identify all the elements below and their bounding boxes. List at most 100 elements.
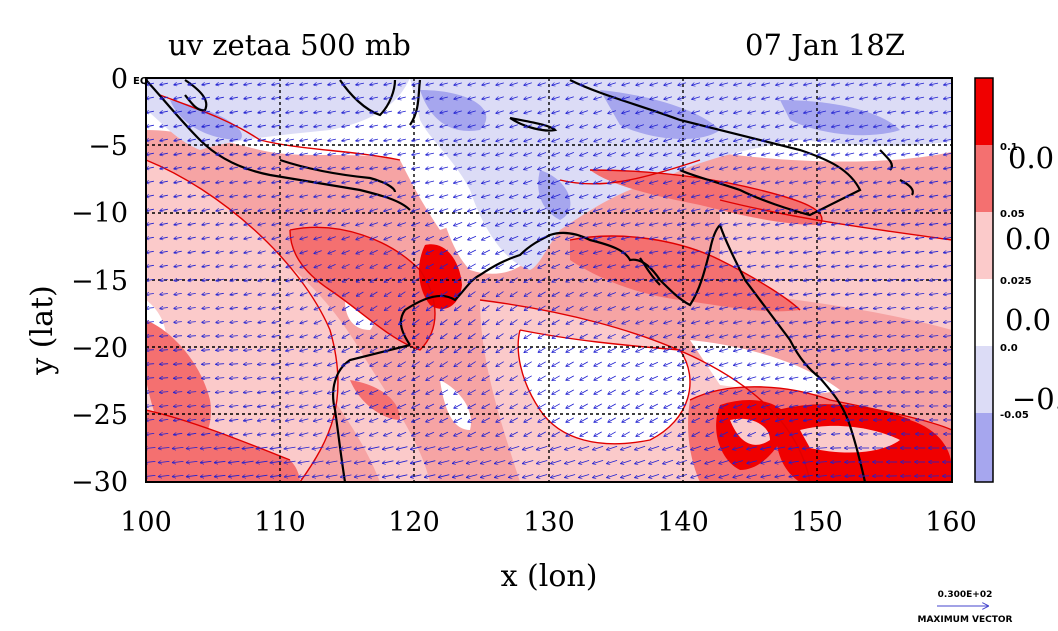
wind-vector-arrow	[790, 153, 799, 155]
wind-vector-arrow	[244, 83, 252, 85]
wind-vector-arrow	[720, 209, 729, 211]
wind-vector-arrow	[454, 208, 463, 212]
wind-vector-arrow	[902, 167, 911, 169]
wind-vector-arrow	[790, 181, 799, 183]
wind-vector-arrow	[286, 83, 294, 85]
wind-vector-arrow	[790, 125, 799, 127]
wind-vector-arrow	[412, 208, 421, 212]
wind-vector-arrow	[146, 153, 154, 155]
wind-vector-arrow	[454, 125, 462, 127]
wind-vector-arrow	[411, 489, 422, 491]
wind-vector-arrow	[734, 111, 743, 113]
wind-vector-arrow	[944, 111, 952, 113]
wind-vector-arrow	[832, 167, 841, 169]
wind-vector-arrow	[846, 223, 855, 225]
wind-vector-arrow	[594, 194, 603, 198]
wind-vector-arrow	[748, 83, 757, 85]
wind-vector-arrow	[342, 250, 350, 254]
wind-vector-arrow	[510, 124, 518, 128]
wind-vector-arrow	[566, 124, 574, 128]
wind-vector-arrow	[664, 152, 673, 156]
wind-vector-arrow	[258, 125, 266, 127]
wind-vector-arrow	[342, 83, 350, 85]
wind-vector-arrow	[818, 125, 827, 127]
wind-vector-arrow	[580, 152, 589, 155]
colorbar-tick-label: 0.0	[1000, 343, 1018, 354]
wind-vector-arrow	[846, 111, 855, 113]
wind-vector-arrow	[832, 97, 841, 99]
wind-vector-arrow	[482, 139, 490, 141]
wind-vector-arrow	[762, 111, 771, 113]
wind-vector-arrow	[874, 223, 883, 225]
wind-vector-arrow	[440, 97, 448, 99]
wind-vector-arrow	[776, 251, 785, 253]
wind-vector-arrow	[748, 125, 757, 127]
wind-vector-arrow	[874, 237, 883, 239]
wind-vector-arrow	[342, 167, 350, 169]
wind-vector-arrow	[678, 223, 687, 225]
wind-vector-arrow	[286, 97, 294, 99]
wind-vector-arrow	[762, 83, 771, 85]
plot-title-left: uv zetaa 500 mb	[168, 28, 411, 62]
wind-vector-arrow	[370, 167, 378, 169]
wind-vector-arrow	[552, 222, 561, 225]
wind-vector-arrow	[916, 237, 925, 238]
wind-vector-arrow	[244, 195, 252, 197]
x-tick-label: 140	[657, 507, 709, 538]
wind-vector-arrow	[566, 250, 575, 253]
wind-vector-arrow	[916, 153, 925, 155]
wind-vector-arrow	[440, 235, 449, 240]
wind-vector-arrow	[650, 138, 659, 142]
wind-vector-arrow	[187, 489, 198, 490]
grid-lines	[146, 78, 952, 482]
y-tick-label: −25	[71, 400, 128, 431]
wind-vector-arrow	[776, 111, 785, 113]
wind-vector-arrow	[691, 489, 701, 492]
wind-vector-arrow	[426, 249, 434, 254]
wind-vector-arrow	[678, 181, 687, 183]
x-axis-label: x (lon)	[501, 559, 598, 594]
wind-vector-arrow	[510, 83, 518, 85]
wind-vector-arrow	[692, 124, 701, 128]
wind-vector-arrow	[552, 208, 561, 212]
wind-vector-arrow	[565, 489, 575, 492]
wind-vector-arrow	[580, 222, 589, 226]
wind-vector-arrow	[944, 83, 952, 85]
wind-vector-arrow	[356, 236, 364, 240]
wind-vector-arrow	[818, 139, 827, 141]
wind-vector-arrow	[174, 167, 182, 169]
wind-vector-arrow	[328, 139, 336, 141]
wind-vector-arrow	[313, 489, 324, 491]
wind-vector-arrow	[692, 209, 701, 211]
wind-vector-arrow	[244, 125, 252, 127]
wind-vector-arrow	[230, 97, 238, 99]
wind-vector-arrow	[537, 489, 547, 492]
wind-vector-arrow	[146, 97, 154, 99]
wind-vector-arrow	[146, 251, 154, 252]
wind-vector-arrow	[916, 209, 925, 211]
wind-vector-arrow	[426, 167, 435, 169]
wind-vector-arrow	[230, 195, 238, 197]
wind-vector-arrow	[860, 181, 869, 183]
wind-vector-arrow	[580, 208, 589, 212]
wind-vector-arrow	[831, 490, 841, 491]
wind-vector-arrow	[216, 195, 224, 197]
wind-vector-arrow	[748, 237, 757, 239]
wind-vector-arrow	[832, 125, 841, 127]
wind-vector-arrow	[272, 237, 280, 239]
wind-vector-arrow	[930, 97, 939, 99]
wind-vector-arrow	[160, 195, 168, 197]
wind-vector-arrow	[762, 251, 771, 253]
wind-vector-arrow	[398, 111, 406, 113]
wind-vector-arrow	[300, 195, 308, 197]
wind-vector-arrow	[650, 194, 659, 198]
wind-vector-arrow	[762, 195, 771, 197]
wind-vector-arrow	[286, 181, 294, 183]
wind-vector-arrow	[566, 236, 575, 240]
wind-vector-arrow	[453, 489, 463, 492]
wind-vector-arrow	[748, 209, 757, 211]
wind-vector-arrow	[202, 167, 210, 169]
wind-vector-arrow	[314, 236, 322, 240]
wind-vector-arrow	[888, 181, 897, 183]
wind-vector-arrow	[370, 97, 378, 99]
